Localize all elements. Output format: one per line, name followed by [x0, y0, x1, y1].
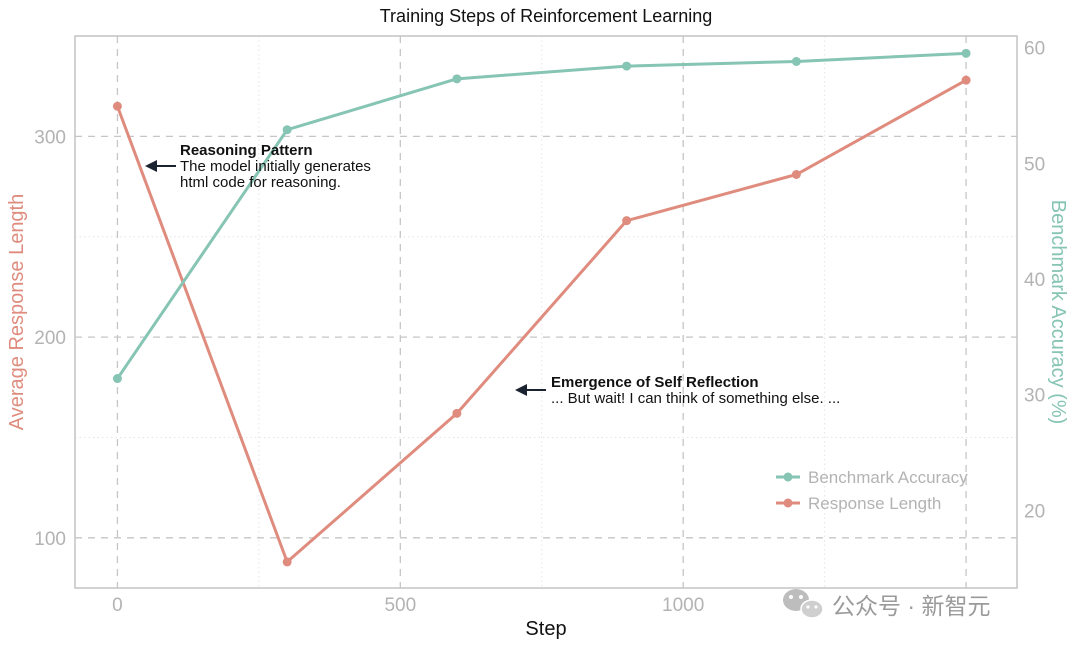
right-axis-label: Benchmark Accuracy (%)	[1047, 200, 1069, 425]
watermark-text: 公众号 · 新智元	[832, 593, 990, 619]
watermark: 公众号 · 新智元	[783, 589, 990, 619]
y-tick-label-right: 50	[1024, 154, 1045, 175]
arrow-left-icon	[145, 160, 157, 172]
x-axis-label: Step	[525, 618, 566, 640]
plot-frame	[74, 35, 1018, 589]
data-point	[282, 557, 292, 567]
legend-swatch-marker	[783, 472, 793, 482]
left-axis-ticks: 100 200 300	[34, 127, 66, 549]
data-point	[452, 74, 462, 84]
right-axis-ticks: 20 30 40 50 60	[1024, 39, 1045, 523]
annotation-title: Emergence of Self Reflection	[551, 374, 759, 391]
annotation-title: Reasoning Pattern	[180, 142, 313, 159]
chart-title: Training Steps of Reinforcement Learning	[380, 6, 713, 26]
legend: Benchmark Accuracy Response Length	[776, 468, 968, 513]
data-point	[622, 216, 632, 226]
data-point	[791, 170, 801, 180]
legend-label: Response Length	[808, 494, 941, 513]
series-layer	[112, 48, 971, 567]
x-axis-ticks: 0 500 1000	[112, 595, 704, 616]
arrow-left-icon	[515, 384, 527, 396]
series-line-response-length	[116, 78, 967, 564]
data-point	[282, 125, 292, 135]
y-tick-label-right: 20	[1024, 501, 1045, 522]
legend-entry-benchmark-accuracy: Benchmark Accuracy	[776, 468, 968, 487]
x-tick-label: 0	[112, 595, 123, 616]
legend-label: Benchmark Accuracy	[808, 468, 968, 487]
y-tick-label-right: 60	[1024, 39, 1045, 60]
annotation-self-reflection: Emergence of Self Reflection ... But wai…	[515, 374, 840, 407]
data-point	[112, 374, 122, 384]
wechat-icon	[783, 589, 824, 619]
left-axis-label: Average Response Length	[6, 194, 28, 430]
y-tick-label-left: 300	[34, 127, 66, 148]
x-tick-label: 1000	[662, 595, 704, 616]
grid	[75, 35, 1017, 588]
legend-swatch-marker	[783, 498, 793, 508]
annotation-line: ... But wait! I can think of something e…	[551, 390, 840, 407]
annotation-line: The model initially generates	[180, 158, 371, 175]
data-point	[622, 61, 632, 71]
y-tick-label-right: 40	[1024, 270, 1045, 291]
y-tick-label-left: 200	[34, 328, 66, 349]
series-line-benchmark-accuracy	[116, 51, 967, 380]
x-tick-label: 500	[384, 595, 416, 616]
annotation-line: html code for reasoning.	[180, 174, 341, 191]
data-point	[961, 48, 971, 58]
annotation-reasoning-pattern: Reasoning Pattern The model initially ge…	[145, 142, 371, 191]
legend-entry-response-length: Response Length	[776, 494, 941, 513]
y-tick-label-right: 30	[1024, 386, 1045, 407]
data-point	[791, 56, 801, 66]
y-tick-label-left: 100	[34, 529, 66, 550]
data-point	[961, 75, 971, 85]
data-point	[452, 408, 462, 418]
data-point	[112, 101, 122, 111]
